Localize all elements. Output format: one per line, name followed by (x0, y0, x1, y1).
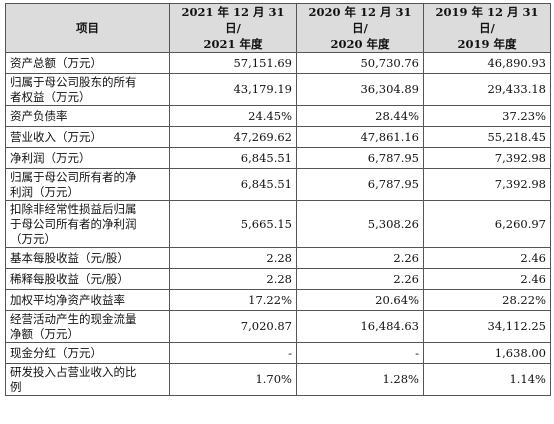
header-2020-line1: 2020 年 12 月 31 日/ (308, 5, 412, 35)
cell-2020: 6,787.95 (296, 168, 424, 201)
row-label-line: 营业收入（万元） (10, 129, 102, 144)
cell-2019: 1,638.00 (423, 342, 551, 364)
row-label-line: 者权益（万元） (10, 89, 91, 104)
cell-2021: 17.22% (169, 289, 297, 311)
cell-2019: 37.23% (423, 105, 551, 127)
cell-2021: 5,665.15 (169, 200, 297, 248)
row-label: 归属于母公司所有者的净 利润（万元） (5, 168, 170, 201)
header-item: 项目 (5, 3, 170, 53)
row-label: 资产总额（万元） (5, 52, 170, 74)
cell-2020: 20.64% (296, 289, 424, 311)
row-label-line: 稀释每股收益（元/股） (10, 271, 129, 286)
row-label: 基本每股收益（元/股） (5, 247, 170, 269)
table-row: 营业收入（万元） 47,269.62 47,861.16 55,218.45 (5, 126, 551, 148)
financial-table-container: 项目 2021 年 12 月 31 日/ 2021 年度 2020 年 12 月… (5, 3, 551, 396)
row-label-line: 归属于母公司股东的所有 (10, 74, 137, 89)
cell-2020: 50,730.76 (296, 52, 424, 74)
row-label: 经营活动产生的现金流量 净额（万元） (5, 310, 170, 343)
cell-2020: 6,787.95 (296, 147, 424, 169)
cell-2019: 2.46 (423, 247, 551, 269)
row-label-line: 扣除非经常性损益后归属 (10, 201, 137, 216)
row-label: 扣除非经常性损益后归属 于母公司所有者的净利润 （万元） (5, 200, 170, 248)
header-2020: 2020 年 12 月 31 日/ 2020 年度 (296, 3, 424, 53)
cell-2021: 6,845.51 (169, 147, 297, 169)
cell-2020: 2.26 (296, 247, 424, 269)
table-row: 资产负债率 24.45% 28.44% 37.23% (5, 105, 551, 127)
row-label-line: 资产总额（万元） (10, 55, 102, 70)
row-label-line: 于母公司所有者的净利润 (10, 216, 137, 231)
header-2021: 2021 年 12 月 31 日/ 2021 年度 (169, 3, 297, 53)
table-row: 净利润（万元） 6,845.51 6,787.95 7,392.98 (5, 147, 551, 169)
cell-2019: 28.22% (423, 289, 551, 311)
table-row: 加权平均净资产收益率 17.22% 20.64% 28.22% (5, 289, 551, 311)
cell-2020: 47,861.16 (296, 126, 424, 148)
table-row: 扣除非经常性损益后归属 于母公司所有者的净利润 （万元） 5,665.15 5,308.… (5, 200, 551, 248)
row-label: 资产负债率 (5, 105, 170, 127)
cell-2021: 43,179.19 (169, 73, 297, 106)
row-label-line: 归属于母公司所有者的净 (10, 169, 137, 184)
cell-2020: 2.26 (296, 268, 424, 290)
row-label-line: 加权平均净资产收益率 (10, 292, 125, 307)
cell-2019: 46,890.93 (423, 52, 551, 74)
cell-2020: 5,308.26 (296, 200, 424, 248)
row-label: 营业收入（万元） (5, 126, 170, 148)
cell-2021: 7,020.87 (169, 310, 297, 343)
table-row: 现金分红（万元） - -1,638.00 (5, 342, 551, 364)
row-label: 加权平均净资产收益率 (5, 289, 170, 311)
cell-2020: 36,304.89 (296, 73, 424, 106)
row-label-line: 利润（万元） (10, 184, 79, 199)
cell-2019: 1.14% (423, 363, 551, 396)
row-label: 归属于母公司股东的所有 者权益（万元） (5, 73, 170, 106)
table-header-row: 项目 2021 年 12 月 31 日/ 2021 年度 2020 年 12 月… (5, 3, 551, 53)
cell-2021: 47,269.62 (169, 126, 297, 148)
header-2019: 2019 年 12 月 31 日/ 2019 年度 (423, 3, 551, 53)
row-label-line: 净额（万元） (10, 326, 79, 341)
header-2020-line2: 2020 年度 (330, 37, 390, 51)
row-label: 稀释每股收益（元/股） (5, 268, 170, 290)
cell-2021: 6,845.51 (169, 168, 297, 201)
cell-2019: 7,392.98 (423, 147, 551, 169)
cell-2019: 6,260.97 (423, 200, 551, 248)
table-row: 资产总额（万元） 57,151.69 50,730.76 46,890.93 (5, 52, 551, 74)
header-2021-line2: 2021 年度 (203, 37, 263, 51)
cell-2021: 2.28 (169, 247, 297, 269)
row-label: 净利润（万元） (5, 147, 170, 169)
table-row: 基本每股收益（元/股） 2.28 2.26 2.46 (5, 247, 551, 269)
cell-2020: 1.28% (296, 363, 424, 396)
cell-2020: 16,484.63 (296, 310, 424, 343)
cell-2021: 2.28 (169, 268, 297, 290)
row-label-line: （万元） (10, 231, 56, 246)
cell-2021: 24.45% (169, 105, 297, 127)
row-label-line: 基本每股收益（元/股） (10, 250, 129, 265)
table-row: 归属于母公司股东的所有 者权益（万元） 43,179.19 36,304.89 29,4… (5, 73, 551, 106)
cell-2021: - (169, 342, 297, 364)
header-2021-line1: 2021 年 12 月 31 日/ (181, 5, 285, 35)
header-2019-line1: 2019 年 12 月 31 日/ (435, 5, 539, 35)
table-row: 归属于母公司所有者的净 利润（万元） 6,845.51 6,787.95 7,392.9… (5, 168, 551, 201)
cell-2019: 55,218.45 (423, 126, 551, 148)
cell-2019: 7,392.98 (423, 168, 551, 201)
row-label-line: 净利润（万元） (10, 150, 91, 165)
row-label-line: 例 (10, 379, 22, 394)
cell-2019: 2.46 (423, 268, 551, 290)
financial-summary-table: 项目 2021 年 12 月 31 日/ 2021 年度 2020 年 12 月… (5, 3, 551, 396)
cell-2021: 57,151.69 (169, 52, 297, 74)
row-label: 研发投入占营业收入的比例 (5, 363, 170, 396)
row-label-line: 资产负债率 (10, 108, 68, 123)
table-row: 研发投入占营业收入的比例 1.70% 1.28% 1.14% (5, 363, 551, 396)
table-row: 经营活动产生的现金流量 净额（万元） 7,020.87 16,484.63 34,112… (5, 310, 551, 343)
row-label-line: 研发投入占营业收入的比 (10, 364, 137, 379)
row-label: 现金分红（万元） (5, 342, 170, 364)
cell-2019: 34,112.25 (423, 310, 551, 343)
cell-2021: 1.70% (169, 363, 297, 396)
cell-2019: 29,433.18 (423, 73, 551, 106)
row-label-line: 经营活动产生的现金流量 (10, 311, 137, 326)
row-label-line: 现金分红（万元） (10, 345, 102, 360)
cell-2020: - (296, 342, 424, 364)
table-row: 稀释每股收益（元/股） 2.28 2.26 2.46 (5, 268, 551, 290)
cell-2020: 28.44% (296, 105, 424, 127)
header-2019-line2: 2019 年度 (457, 37, 517, 51)
